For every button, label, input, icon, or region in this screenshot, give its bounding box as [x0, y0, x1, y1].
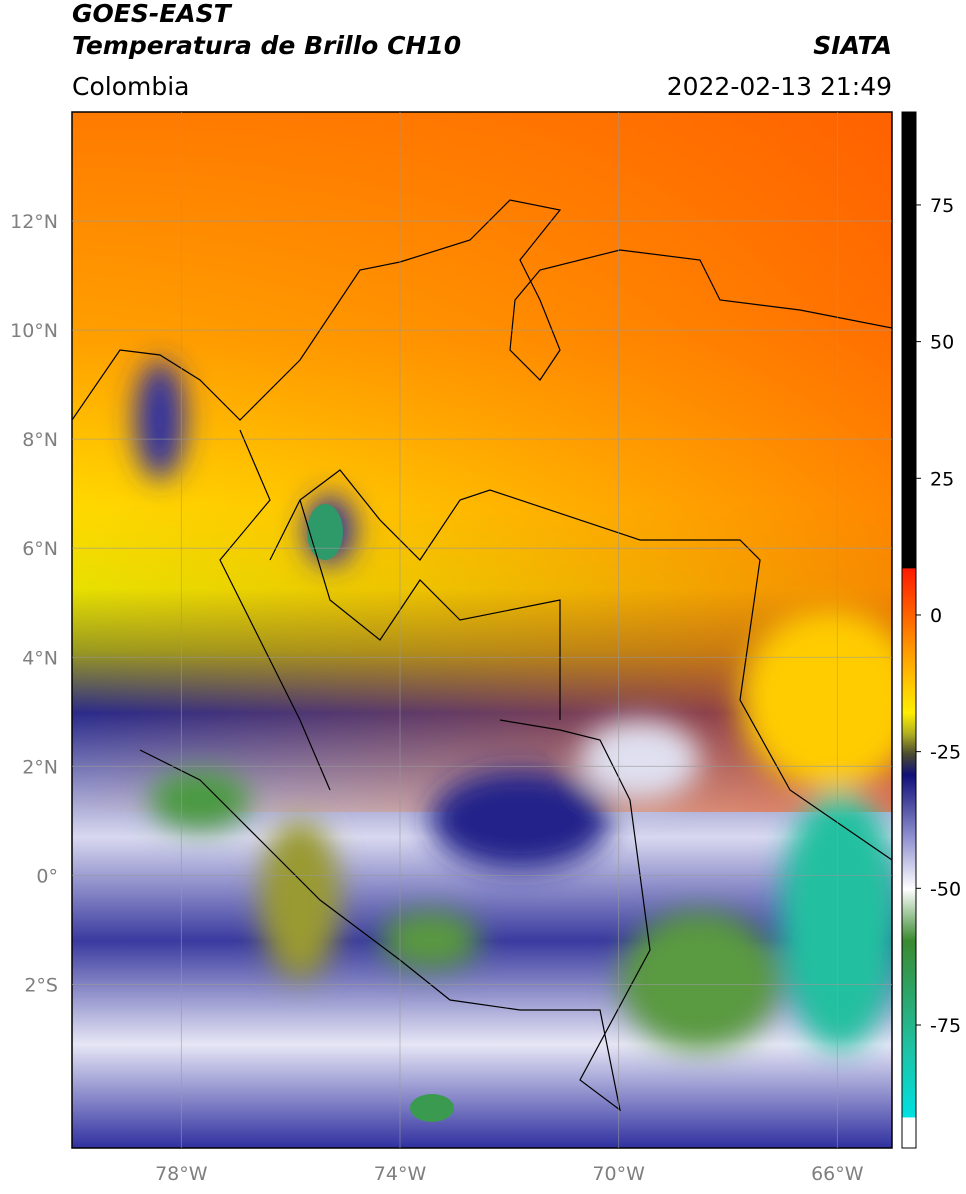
colorbar-tick-label: -75 — [930, 1015, 961, 1037]
region: Colombia — [72, 72, 189, 101]
colorbar-tick-label: 25 — [930, 468, 954, 490]
colorbar-ticks: -75 -50 -25 0 25 50 75 — [916, 195, 961, 1037]
source: SIATA — [813, 31, 892, 60]
colorbar-tick-label: 50 — [930, 332, 954, 354]
x-tick-label: 70°W — [592, 1163, 645, 1185]
y-tick-label: 10°N — [10, 320, 58, 342]
imagery — [72, 112, 892, 1148]
y-tick-label: 6°N — [22, 538, 58, 560]
colorbar-tick-label: 75 — [930, 195, 954, 217]
x-tick-label: 78°W — [155, 1163, 208, 1185]
title: GOES-EAST — [72, 0, 233, 28]
graticule: 78°W 74°W 70°W 66°W 2°S 0° 2°N 4°N 6°N 8°N 10°N 12°… — [10, 112, 892, 1185]
datetime: 2022-02-13 21:49 — [667, 72, 892, 101]
y-tick-label: 8°N — [22, 429, 58, 451]
subtitle: Temperatura de Brillo CH10 — [72, 31, 461, 60]
colorbar-tick-label: 0 — [930, 605, 942, 627]
y-tick-label: 0° — [36, 865, 58, 887]
x-tick-label: 74°W — [374, 1163, 427, 1185]
y-tick-label: 12°N — [10, 211, 58, 233]
colorbar-tick-label: -25 — [930, 742, 961, 764]
colorbar-tick-label: -50 — [930, 878, 961, 900]
map-frame — [71, 111, 893, 1149]
y-tick-label: 2°N — [22, 756, 58, 778]
colorbar — [901, 111, 917, 1149]
y-tick-label: 4°N — [22, 647, 58, 669]
y-tick-label: 2°S — [24, 974, 58, 996]
x-tick-label: 66°W — [811, 1163, 864, 1185]
